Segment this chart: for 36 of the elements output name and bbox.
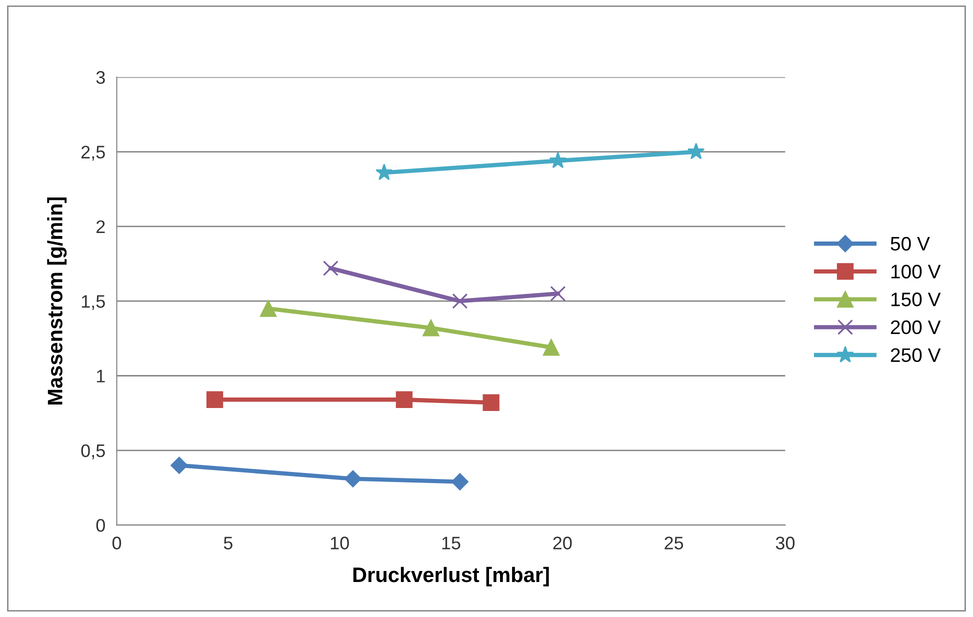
point [170, 456, 188, 474]
point [376, 164, 393, 180]
point [344, 470, 362, 488]
point [451, 473, 468, 490]
point [687, 142, 705, 160]
legend-label: 100 V [891, 264, 941, 278]
x-tick-label: 30 [776, 536, 795, 550]
point [260, 300, 277, 317]
legend-label: 150 V [891, 292, 941, 306]
x-tick-label: 0 [112, 536, 122, 550]
y-tick-label: 3 [96, 71, 105, 84]
x-axis-title: Druckverlust [mbar] [353, 566, 549, 586]
x-tick-label: 15 [442, 536, 460, 550]
point [206, 391, 224, 408]
y-tick-label: 0 [96, 519, 105, 532]
x-tick-label: 20 [553, 536, 572, 550]
point [396, 391, 413, 408]
legend-label: 250 V [890, 348, 941, 362]
x-tick-label: 25 [664, 536, 684, 550]
x-tick-label: 10 [330, 536, 349, 550]
point [482, 394, 500, 411]
legend-label: 50 V [890, 236, 930, 251]
y-tick-label: 0,5 [81, 444, 105, 460]
legend-label: 200 V [890, 320, 941, 334]
y-axis-title: Massenstrom [g/min] [47, 198, 67, 404]
point [452, 293, 468, 309]
point [549, 152, 567, 168]
point [422, 320, 440, 336]
point [542, 339, 560, 356]
y-tick-label: 2,5 [81, 146, 105, 161]
y-tick-label: 1 [96, 370, 105, 382]
y-tick-label: 1,5 [82, 295, 105, 310]
y-tick-label: 2 [96, 220, 105, 233]
point [550, 286, 566, 302]
point [322, 260, 338, 276]
x-tick-label: 5 [224, 536, 232, 550]
